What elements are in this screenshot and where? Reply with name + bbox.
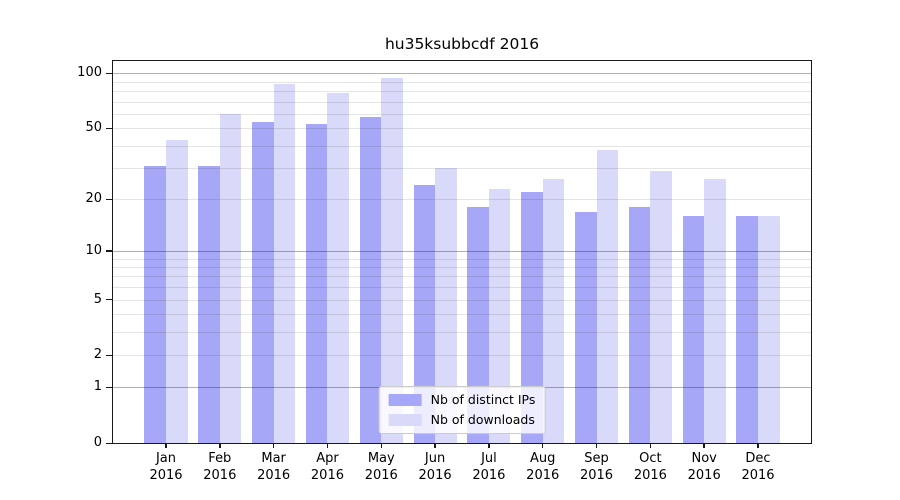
x-axis-tick-label: Mar 2016 [257, 451, 291, 483]
y-axis-tick-mark [106, 127, 112, 130]
y-axis-tick-label: 5 [93, 291, 102, 307]
y-axis-tick-label: 50 [85, 120, 102, 136]
bar-downloads [166, 140, 188, 443]
x-axis-tick-mark [488, 443, 490, 448]
y-axis-tick-label: 1 [93, 379, 102, 395]
x-axis-tick-label: Oct 2016 [633, 451, 667, 483]
x-axis-tick-label: Jan 2016 [149, 451, 183, 483]
legend-item-distinct-ips: Nb of distinct IPs [388, 392, 536, 407]
bar-downloads [488, 188, 511, 443]
bar-downloads [542, 179, 565, 443]
x-axis-tick-label: Aug 2016 [526, 451, 560, 483]
gridline-minor [113, 128, 811, 130]
x-axis-tick-mark [272, 443, 275, 448]
y-axis-tick-mark [106, 442, 112, 444]
x-axis-tick-label: Dec 2016 [741, 451, 775, 483]
x-axis-tick-label: Jun 2016 [418, 451, 452, 483]
bar-downloads [273, 83, 296, 443]
x-axis-tick-mark [326, 443, 329, 448]
y-axis-tick-mark [106, 354, 112, 356]
x-axis-tick-label: Feb 2016 [203, 451, 237, 483]
gridline-minor [113, 91, 811, 93]
bar-distinct-ips [305, 123, 328, 443]
x-axis-tick-label: Jul 2016 [472, 451, 506, 483]
chart-title: hu35ksubbcdf 2016 [384, 35, 540, 53]
x-axis-tick-mark [757, 443, 759, 448]
bar-downloads [435, 168, 457, 443]
x-axis-tick-mark [165, 443, 167, 448]
plot-area: Nb of distinct IPs Nb of downloads [112, 60, 812, 444]
legend-label-downloads: Nb of downloads [430, 412, 535, 427]
y-axis-tick-label: 20 [85, 191, 102, 207]
y-axis-tick-label: 100 [77, 65, 102, 81]
legend: Nb of distinct IPs Nb of downloads [378, 386, 546, 434]
bar-distinct-ips [359, 116, 382, 443]
x-axis-tick-mark [595, 443, 598, 448]
bar-downloads [704, 179, 726, 443]
bar-downloads [327, 93, 349, 443]
bar-distinct-ips [144, 165, 166, 443]
x-axis-tick-label: Apr 2016 [310, 451, 344, 483]
bar-distinct-ips [682, 216, 705, 443]
x-axis-tick-label: May 2016 [364, 451, 398, 483]
x-axis-tick-mark [703, 443, 705, 448]
y-axis-tick-mark [106, 72, 112, 75]
legend-item-downloads: Nb of downloads [388, 412, 536, 427]
bar-distinct-ips [467, 207, 489, 443]
y-axis-tick-mark [106, 250, 112, 252]
legend-label-distinct-ips: Nb of distinct IPs [430, 392, 536, 407]
bar-distinct-ips [252, 122, 274, 443]
y-axis-tick-mark [106, 198, 112, 201]
bar-downloads [758, 216, 780, 443]
bar-distinct-ips [521, 191, 543, 443]
x-axis-tick-label: Nov 2016 [687, 451, 721, 483]
bar-downloads [381, 78, 403, 443]
bar-downloads [219, 113, 242, 443]
gridline-minor [113, 145, 811, 147]
bar-downloads [596, 149, 619, 443]
legend-swatch-downloads [388, 413, 422, 426]
x-axis-tick-mark [434, 443, 436, 448]
x-axis-tick-label: Sep 2016 [579, 451, 614, 483]
y-axis-tick-mark [106, 386, 112, 389]
x-axis-tick-mark [380, 443, 382, 448]
y-axis-tick-label: 10 [85, 242, 102, 258]
gridline-minor [113, 113, 811, 115]
gridline-minor [113, 81, 811, 83]
y-axis-tick-mark [106, 299, 112, 301]
x-axis-tick-mark [649, 443, 652, 448]
gridline-minor [113, 101, 811, 103]
gridline-major [113, 73, 811, 75]
x-axis-tick-mark [542, 443, 544, 448]
bar-distinct-ips [413, 185, 436, 443]
bar-distinct-ips [575, 211, 597, 443]
y-axis-tick-label: 0 [93, 435, 102, 450]
bar-distinct-ips [736, 216, 758, 443]
legend-swatch-distinct-ips [388, 393, 422, 406]
y-axis-tick-label: 2 [93, 347, 102, 363]
bar-distinct-ips [628, 207, 651, 443]
bar-downloads [650, 170, 672, 443]
x-axis-tick-mark [219, 443, 221, 448]
bar-distinct-ips [198, 165, 220, 443]
